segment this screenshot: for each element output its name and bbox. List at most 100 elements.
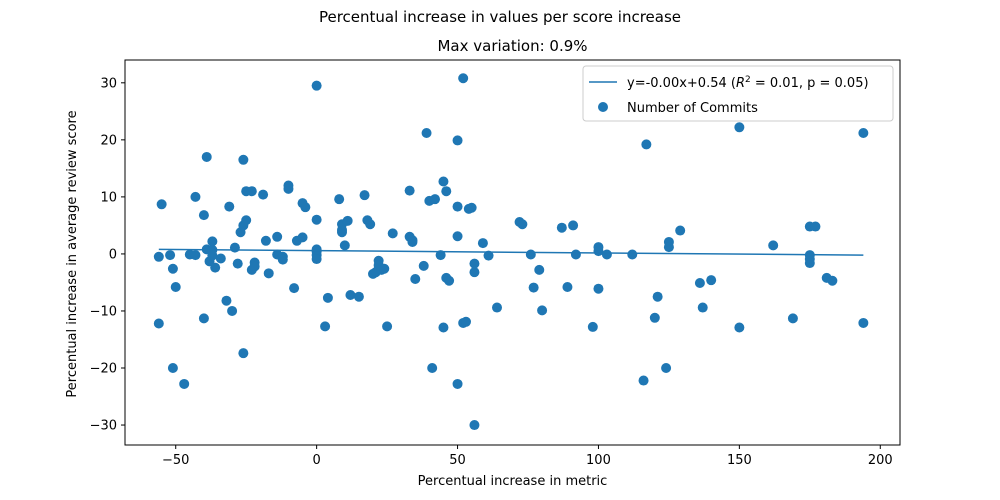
scatter-point xyxy=(418,260,429,271)
scatter-point xyxy=(469,420,480,431)
scatter-point xyxy=(534,264,545,275)
scatter-point xyxy=(469,258,480,269)
scatter-point xyxy=(297,232,308,243)
axes-frame xyxy=(124,59,901,446)
x-tick-label: 0 xyxy=(312,453,320,468)
scatter-point xyxy=(387,228,398,239)
x-axis-label: Percentual increase in metric xyxy=(418,474,608,489)
legend-scatter-marker xyxy=(598,102,608,112)
scatter-point xyxy=(311,80,322,91)
scatter-point xyxy=(249,261,260,272)
x-tick-label: −50 xyxy=(162,453,189,468)
scatter-point xyxy=(734,322,745,333)
scatter-point xyxy=(675,225,686,236)
plot-area: −50 0 50 100 150 200 −30 −20 −10 0 10 20 30 xyxy=(90,59,901,468)
scatter-point xyxy=(663,242,674,253)
x-tick-label: 150 xyxy=(727,453,752,468)
scatter-point xyxy=(283,183,294,194)
chart-title: Max variation: 0.9% xyxy=(437,37,587,55)
scatter-point xyxy=(694,278,705,289)
scatter-point xyxy=(207,250,218,261)
scatter-point xyxy=(452,231,463,242)
scatter-point xyxy=(365,219,376,230)
scatter-point xyxy=(537,305,548,316)
legend: y=-0.00x+0.54 (R2 = 0.01, p = 0.05) Numb… xyxy=(582,65,894,122)
scatter-point xyxy=(441,186,452,197)
fit-label-r2: R xyxy=(736,76,745,91)
scatter-point xyxy=(167,263,178,274)
scatter-point xyxy=(483,250,494,261)
fit-line xyxy=(158,248,864,256)
scatter-point xyxy=(641,139,652,150)
scatter-point xyxy=(179,378,190,389)
scatter-point xyxy=(452,135,463,146)
scatter-point xyxy=(466,202,477,213)
scatter-point xyxy=(787,313,798,324)
scatter-point xyxy=(238,154,249,165)
scatter-point xyxy=(469,267,480,278)
scatter-point xyxy=(477,238,488,249)
scatter-point xyxy=(858,317,869,328)
scatter-point xyxy=(407,236,418,247)
scatter-point xyxy=(311,214,322,225)
scatter-point xyxy=(438,322,449,333)
scatter-point xyxy=(153,318,164,329)
scatter-point xyxy=(528,282,539,293)
scatter-point xyxy=(320,321,331,332)
scatter-point xyxy=(246,186,257,197)
scatter-point xyxy=(311,254,322,265)
y-tick-label: −10 xyxy=(90,304,117,319)
x-tick-label: 50 xyxy=(449,453,466,468)
scatter-point xyxy=(345,289,356,300)
legend-scatter-label: Number of Commits xyxy=(627,101,758,116)
scatter-point xyxy=(593,283,604,294)
scatter-point xyxy=(289,283,300,294)
x-tick-label: 200 xyxy=(868,453,893,468)
scatter-point xyxy=(198,313,209,324)
scatter-point xyxy=(827,275,838,286)
scatter-point xyxy=(435,250,446,261)
scatter-point xyxy=(238,348,249,359)
scatter-point xyxy=(858,128,869,139)
scatter-point xyxy=(153,251,164,262)
scatter-point xyxy=(201,151,212,162)
scatter-point xyxy=(241,215,252,226)
scatter-point xyxy=(430,194,440,205)
scatter-point xyxy=(229,242,240,253)
scatter-point xyxy=(227,305,238,316)
scatter-point xyxy=(170,282,181,293)
scatter-point xyxy=(190,250,201,261)
scatter-point xyxy=(568,220,579,231)
scatter-point xyxy=(697,302,708,313)
scatter-point xyxy=(768,240,779,251)
scatter-point xyxy=(444,275,455,286)
y-tick-label: −20 xyxy=(90,362,117,377)
fit-label-pre: y=-0.00x+0.54 ( xyxy=(627,76,736,91)
scatter-point xyxy=(410,274,421,285)
scatter-point xyxy=(359,190,370,201)
scatter-point xyxy=(570,249,581,260)
legend-fit-line-label: y=-0.00x+0.54 (R2 = 0.01, p = 0.05) xyxy=(627,75,869,91)
fit-label-r2-sup: 2 xyxy=(745,75,751,85)
scatter-point xyxy=(562,282,573,293)
scatter-point xyxy=(207,236,218,247)
scatter-point xyxy=(277,254,288,265)
scatter-point xyxy=(322,292,333,303)
scatter-point xyxy=(452,201,463,212)
scatter-point xyxy=(198,210,209,221)
scatter-point xyxy=(517,219,528,230)
scatter-point xyxy=(627,249,638,260)
scatter-point xyxy=(167,363,178,373)
scatter-point xyxy=(334,194,345,205)
scatter-point xyxy=(339,240,350,251)
scatter-point xyxy=(272,231,283,242)
scatter-point xyxy=(804,258,815,269)
scatter-point xyxy=(492,302,502,313)
y-tick-label: 0 xyxy=(109,247,117,262)
scatter-point xyxy=(232,258,243,269)
scatter-point xyxy=(353,291,364,302)
scatter-point xyxy=(215,253,226,264)
scatter-point xyxy=(649,312,660,323)
y-tick-label: 30 xyxy=(100,76,117,91)
